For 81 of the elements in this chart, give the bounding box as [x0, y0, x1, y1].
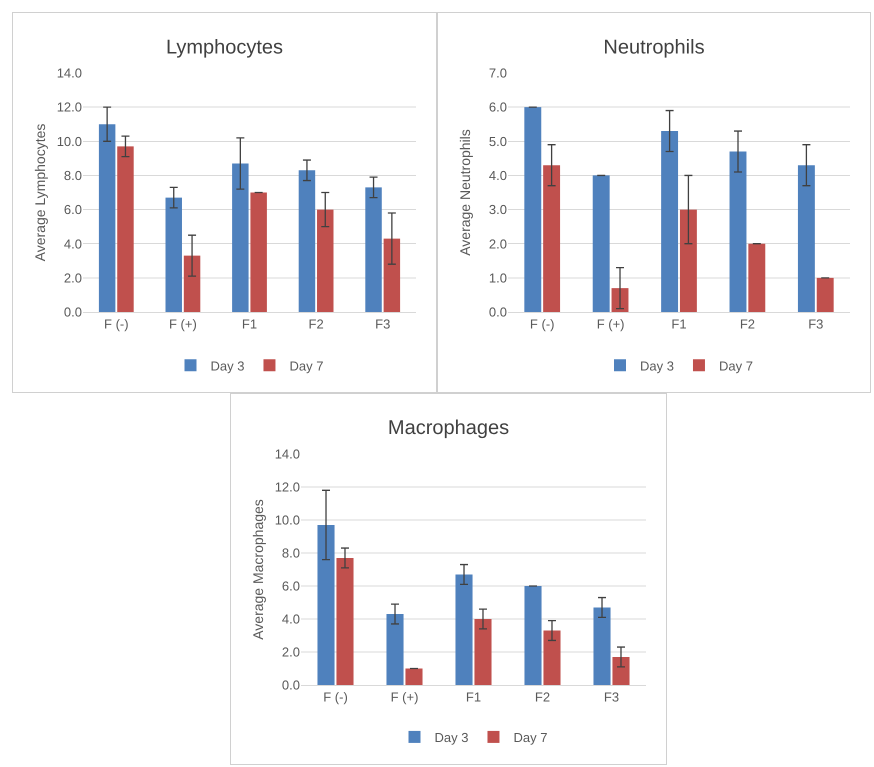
bar	[298, 170, 316, 312]
bar	[386, 614, 404, 685]
x-tick-label: F3	[375, 316, 390, 332]
bar	[680, 210, 697, 312]
y-axis-title: Average Neutrophils	[457, 129, 473, 256]
chart-title: Lymphocytes	[166, 36, 284, 59]
y-tick-label: 2.0	[282, 644, 300, 660]
x-tick-label: F (+)	[596, 316, 625, 332]
bar	[384, 238, 400, 312]
y-tick-label: 8.0	[64, 168, 82, 183]
bar	[730, 152, 746, 312]
bar	[405, 668, 423, 685]
bar	[524, 586, 542, 685]
x-tick-label: F1	[466, 690, 482, 705]
bar	[365, 187, 382, 312]
bar	[184, 256, 200, 312]
bar	[232, 163, 249, 312]
x-tick-label: F2	[534, 690, 550, 705]
y-tick-label: 12.0	[56, 100, 82, 115]
bar	[612, 656, 630, 685]
legend-label: Day 7	[513, 730, 548, 745]
bar	[543, 630, 561, 685]
bar	[317, 524, 335, 685]
y-tick-label: 0.0	[64, 304, 82, 320]
y-tick-label: 8.0	[282, 546, 300, 561]
y-axis-title: Average Macrophages	[250, 499, 266, 640]
x-tick-label: F (+)	[390, 690, 418, 705]
bar	[455, 574, 473, 685]
y-tick-label: 6.0	[282, 578, 300, 594]
bar	[166, 198, 182, 312]
legend-label: Day 3	[210, 358, 244, 374]
bar	[661, 131, 678, 312]
y-tick-label: 14.0	[274, 446, 300, 462]
x-tick-label: F (-)	[323, 690, 348, 705]
y-tick-label: 4.0	[488, 168, 507, 183]
y-tick-label: 2.0	[64, 270, 82, 286]
bar	[798, 165, 815, 312]
y-tick-label: 10.0	[56, 134, 82, 149]
y-tick-label: 6.0	[64, 202, 82, 218]
bar	[543, 165, 560, 312]
y-tick-label: 10.0	[274, 512, 300, 528]
y-tick-label: 5.0	[488, 134, 507, 149]
chart-title: Macrophages	[388, 416, 510, 439]
bar	[593, 607, 611, 685]
bar	[524, 107, 542, 312]
y-tick-label: 12.0	[274, 480, 300, 495]
legend-label: Day 7	[718, 358, 753, 374]
legend-label: Day 3	[434, 730, 468, 745]
y-tick-label: 1.0	[488, 270, 507, 286]
bar	[612, 288, 628, 312]
bar	[98, 124, 116, 312]
y-tick-label: 7.0	[488, 66, 507, 81]
bar	[474, 619, 492, 685]
y-tick-label: 2.0	[488, 236, 507, 252]
x-tick-label: F (-)	[530, 316, 554, 332]
y-tick-label: 3.0	[488, 202, 507, 218]
bar	[250, 192, 267, 312]
x-tick-label: F (-)	[104, 316, 129, 332]
x-tick-label: F3	[808, 316, 824, 332]
y-tick-label: 0.0	[282, 678, 300, 693]
x-tick-label: F2	[308, 316, 324, 332]
bar	[748, 244, 766, 312]
y-tick-label: 0.0	[488, 304, 507, 320]
legend-label: Day 3	[640, 358, 674, 374]
y-tick-label: 6.0	[488, 100, 507, 115]
legend-label: Day 7	[289, 358, 324, 374]
bar	[592, 175, 610, 312]
x-tick-label: F1	[671, 316, 687, 332]
bar	[336, 558, 354, 685]
x-tick-label: F3	[604, 690, 620, 705]
y-tick-label: 4.0	[64, 236, 82, 252]
y-tick-label: 14.0	[56, 66, 82, 81]
chart-title: Neutrophils	[603, 36, 705, 59]
y-axis-title: Average Lymphocytes	[32, 124, 48, 262]
bar	[816, 278, 834, 312]
bar	[117, 146, 134, 312]
x-tick-label: F (+)	[168, 316, 197, 332]
bar	[317, 210, 334, 312]
y-tick-label: 4.0	[282, 612, 300, 627]
x-tick-label: F1	[242, 316, 258, 332]
x-tick-label: F2	[740, 316, 755, 332]
